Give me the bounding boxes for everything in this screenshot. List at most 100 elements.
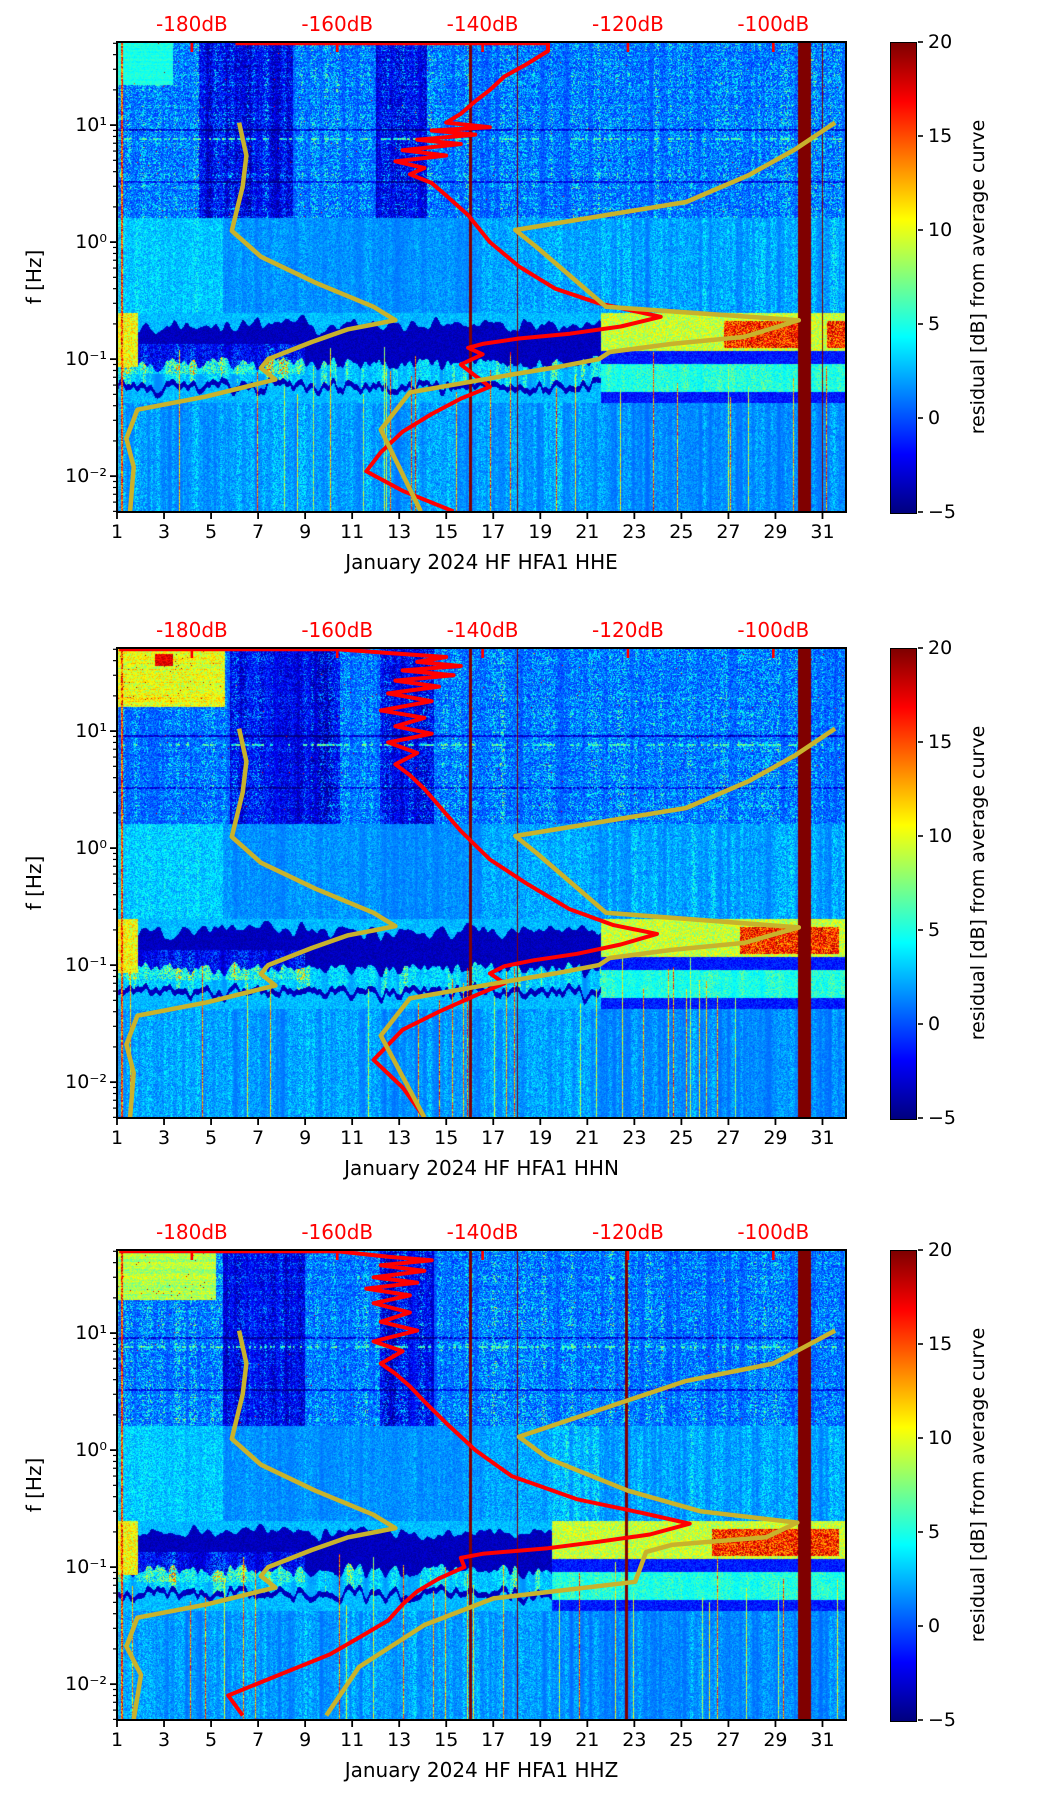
x-tick-label: 13 [387, 1127, 412, 1149]
noise-model-curve-low [124, 728, 398, 1118]
colorbar-tick-label: 15 [928, 125, 953, 147]
x-tick-label: 31 [810, 1729, 835, 1751]
top-axis-tick-label: -180dB [155, 618, 228, 642]
x-tick-label: 31 [810, 1127, 835, 1149]
top-axis-tick-label: -100dB [737, 618, 810, 642]
colorbar-tick-label: 0 [928, 1013, 941, 1035]
plot-frame [116, 41, 847, 513]
psd-curve-red [119, 648, 659, 1118]
top-axis-tick-label: -100dB [737, 12, 810, 36]
colorbar-tick-label: 20 [928, 31, 953, 53]
x-tick-label: 13 [387, 1729, 412, 1751]
x-tick-label: 19 [528, 1729, 553, 1751]
psd-curve-red [235, 42, 663, 512]
x-tick-label: 5 [205, 521, 218, 543]
y-tick-label: 10⁻² [65, 465, 107, 488]
y-axis-title: f [Hz] [22, 855, 46, 911]
top-axis-tick-label: -140dB [446, 1220, 519, 1244]
x-tick-label: 9 [299, 1127, 312, 1149]
colorbar-tick-label: 20 [928, 1239, 953, 1261]
colorbar-tick-label: 10 [928, 825, 953, 847]
top-axis-tick-label: -160dB [301, 618, 374, 642]
ticks [110, 647, 923, 1125]
x-tick-label: 15 [434, 521, 459, 543]
x-tick-label: 25 [669, 1127, 694, 1149]
colorbar-tick-label: 15 [928, 1333, 953, 1355]
x-tick-label: 25 [669, 1729, 694, 1751]
colorbar-tick-label: −5 [928, 1709, 957, 1731]
colorbar-tick-label: −5 [928, 1107, 957, 1129]
colorbar-gradient [890, 1250, 917, 1722]
plot-frame [116, 647, 847, 1119]
x-tick-label: 15 [434, 1127, 459, 1149]
x-tick-label: 21 [575, 521, 600, 543]
x-axis-title: January 2024 HF HFA1 HHN [344, 1156, 619, 1180]
spectrogram-heatmap-hhe [117, 42, 846, 512]
y-axis-title: f [Hz] [22, 249, 46, 305]
colorbar-title: residual [dB] from average curve [967, 119, 989, 435]
top-axis-tick-label: -180dB [155, 1220, 228, 1244]
x-tick-label: 13 [387, 521, 412, 543]
x-tick-label: 7 [252, 1127, 265, 1149]
top-axis-tick-label: -140dB [446, 12, 519, 36]
x-tick-label: 17 [481, 1729, 506, 1751]
x-tick-label: 31 [810, 521, 835, 543]
colorbar-tick-label: 10 [928, 219, 953, 241]
colorbar-tick-label: 5 [928, 1521, 941, 1543]
colorbar-tick-label: 0 [928, 1615, 941, 1637]
spectrogram-heatmap-hhz [117, 1250, 846, 1720]
colorbar-tick-label: 10 [928, 1427, 953, 1449]
top-axis-tick-label: -100dB [737, 1220, 810, 1244]
colorbar-gradient [890, 42, 917, 514]
colorbar-title: residual [dB] from average curve [967, 1327, 989, 1643]
x-tick-label: 27 [716, 521, 741, 543]
y-axis-title: f [Hz] [22, 1457, 46, 1513]
noise-model-curve-high [378, 120, 837, 512]
psd-curve-red [119, 1250, 692, 1717]
x-tick-label: 25 [669, 521, 694, 543]
y-tick-label: 10⁰ [75, 231, 107, 254]
x-tick-label: 23 [622, 1729, 647, 1751]
colorbar-title: residual [dB] from average curve [967, 725, 989, 1041]
noise-model-curve-high [378, 726, 837, 1118]
colorbar-gradient [890, 648, 917, 1120]
x-tick-label: 23 [622, 1127, 647, 1149]
y-tick-label: 10⁻¹ [65, 954, 107, 977]
y-tick-label: 10⁻¹ [65, 1556, 107, 1579]
y-tick-label: 10⁰ [75, 837, 107, 860]
x-tick-label: 9 [299, 521, 312, 543]
x-tick-label: 1 [110, 521, 124, 543]
top-axis-tick-label: -180dB [155, 12, 228, 36]
y-tick-label: 10⁻² [65, 1071, 107, 1094]
x-tick-label: 19 [528, 521, 553, 543]
colorbar-tick-label: 5 [928, 919, 941, 941]
x-tick-label: 5 [205, 1127, 218, 1149]
x-tick-label: 7 [252, 521, 265, 543]
top-axis-tick-label: -120dB [592, 1220, 664, 1244]
ticks [110, 41, 923, 519]
y-tick-label: 10⁻² [65, 1673, 107, 1696]
top-axis-tick-label: -140dB [446, 618, 519, 642]
colorbar-tick-label: 20 [928, 637, 953, 659]
x-tick-label: 1 [110, 1127, 124, 1149]
ticks [110, 1249, 923, 1727]
y-tick-label: 10¹ [75, 114, 107, 137]
top-axis-tick-label: -160dB [301, 1220, 374, 1244]
y-tick-label: 10¹ [75, 1322, 107, 1345]
noise-model-curve-low [124, 122, 398, 512]
colorbar-tick-label: 0 [928, 407, 941, 429]
overlay-curves [119, 1250, 837, 1720]
x-tick-label: 29 [763, 521, 788, 543]
x-tick-label: 3 [157, 1729, 171, 1751]
x-tick-label: 7 [252, 1729, 265, 1751]
x-tick-label: 1 [110, 1729, 124, 1751]
x-tick-label: 29 [763, 1729, 788, 1751]
x-tick-label: 23 [622, 521, 647, 543]
